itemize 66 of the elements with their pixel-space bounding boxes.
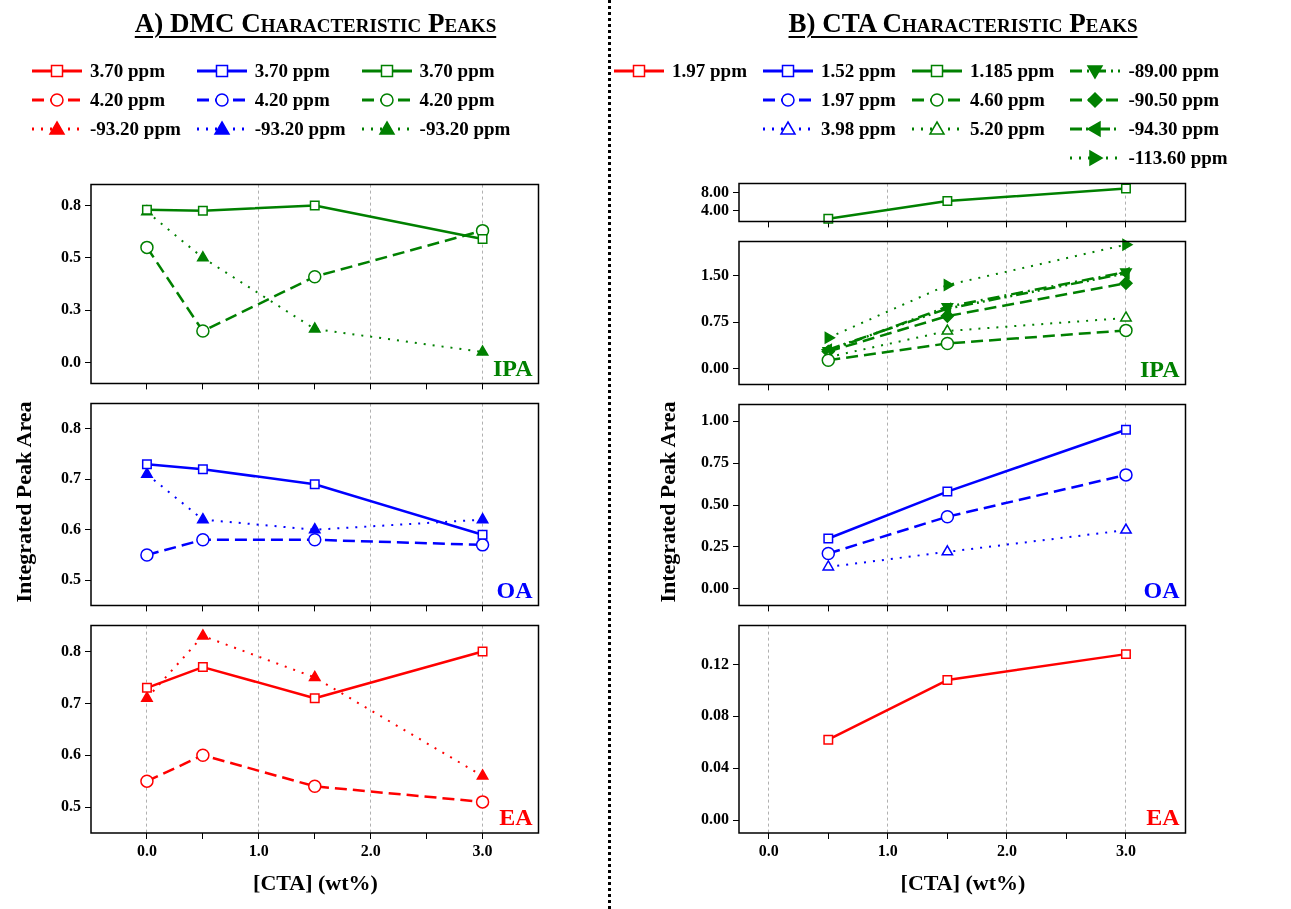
legend-label: 1.185 ppm <box>969 59 1055 82</box>
legend-label: 4.20 ppm <box>254 88 330 111</box>
y-tick-label: 0.5 <box>61 247 81 265</box>
annotation: EA <box>499 804 534 831</box>
x-tick-label: 1.0 <box>877 841 898 859</box>
legend-label: -90.50 ppm <box>1128 88 1220 111</box>
y-tick-label: 0.08 <box>701 706 729 724</box>
legend-label: 4.60 ppm <box>969 88 1045 111</box>
legend-label: 3.70 ppm <box>90 59 165 82</box>
y-tick-label: 0.75 <box>701 453 729 471</box>
annotation: EA <box>1146 804 1181 831</box>
y-tick-label: 0.00 <box>701 359 729 377</box>
x-tick-label: 0.0 <box>758 841 779 859</box>
x-tick-label: 0.0 <box>136 841 157 859</box>
x-tick-label: 3.0 <box>472 841 493 859</box>
y-tick-label: 0.8 <box>61 195 81 213</box>
y-tick-label: 0.00 <box>701 578 729 596</box>
y-tick-label: 0.7 <box>61 693 81 711</box>
x-tick-label: 1.0 <box>248 841 269 859</box>
x-tick-label: 3.0 <box>1115 841 1136 859</box>
y-tick-label: 0.00 <box>701 810 729 828</box>
chart-title: A) DMC Characteristic Peaks <box>133 8 498 39</box>
x-axis-title: [CTA] (wt%) <box>253 870 378 896</box>
legend-label: 1.52 ppm <box>820 59 896 82</box>
y-tick-label: 0.7 <box>61 469 81 487</box>
y-tick-label: 0.50 <box>701 495 729 513</box>
legend-label: -93.20 ppm <box>419 117 511 140</box>
legend-label: 3.70 ppm <box>254 59 330 82</box>
legend-label: -93.20 ppm <box>90 117 181 140</box>
y-tick-label: 8.00 <box>701 182 729 200</box>
legend-label: -93.20 ppm <box>254 117 346 140</box>
y-tick-label: 1.00 <box>701 411 729 429</box>
legend-label: 5.20 ppm <box>969 117 1045 140</box>
y-tick-label: 0.8 <box>61 418 81 436</box>
y-tick-label: 0.6 <box>61 519 81 537</box>
y-axis-title: Integrated Peak Area <box>11 401 37 603</box>
y-tick-label: 0.5 <box>61 570 81 588</box>
legend-label: 3.98 ppm <box>820 117 896 140</box>
legend-label: 4.20 ppm <box>419 88 495 111</box>
legend-label: 3.70 ppm <box>419 59 495 82</box>
y-tick-label: 0.0 <box>61 352 81 370</box>
y-tick-label: 0.12 <box>701 654 729 672</box>
y-tick-label: 4.00 <box>701 201 729 219</box>
legend-label: -89.00 ppm <box>1128 59 1220 82</box>
y-tick-label: 1.50 <box>701 265 729 283</box>
annotation: OA <box>1143 576 1181 603</box>
y-tick-label: 0.5 <box>61 797 81 815</box>
legend-label: -113.60 ppm <box>1128 146 1228 169</box>
y-tick-label: 0.75 <box>701 312 729 330</box>
y-tick-label: 0.3 <box>61 300 81 318</box>
x-tick-label: 2.0 <box>360 841 381 859</box>
y-tick-label: 0.8 <box>61 641 81 659</box>
y-axis-title: Integrated Peak Area <box>655 400 681 603</box>
y-tick-label: 0.6 <box>61 745 81 763</box>
x-tick-label: 2.0 <box>996 841 1017 859</box>
x-axis-title: [CTA] (wt%) <box>900 870 1026 896</box>
y-tick-label: 0.04 <box>701 758 729 776</box>
annotation: IPA <box>1139 355 1181 382</box>
chart-title: B) CTA Characteristic Peaks <box>787 8 1139 39</box>
annotation: IPA <box>492 354 534 381</box>
legend-label: 4.20 ppm <box>90 88 165 111</box>
annotation: OA <box>496 576 534 603</box>
legend-label: 1.97 ppm <box>820 88 896 111</box>
y-tick-label: 0.25 <box>701 536 729 554</box>
legend-label: 1.97 ppm <box>672 59 747 82</box>
legend-label: -94.30 ppm <box>1128 117 1220 140</box>
